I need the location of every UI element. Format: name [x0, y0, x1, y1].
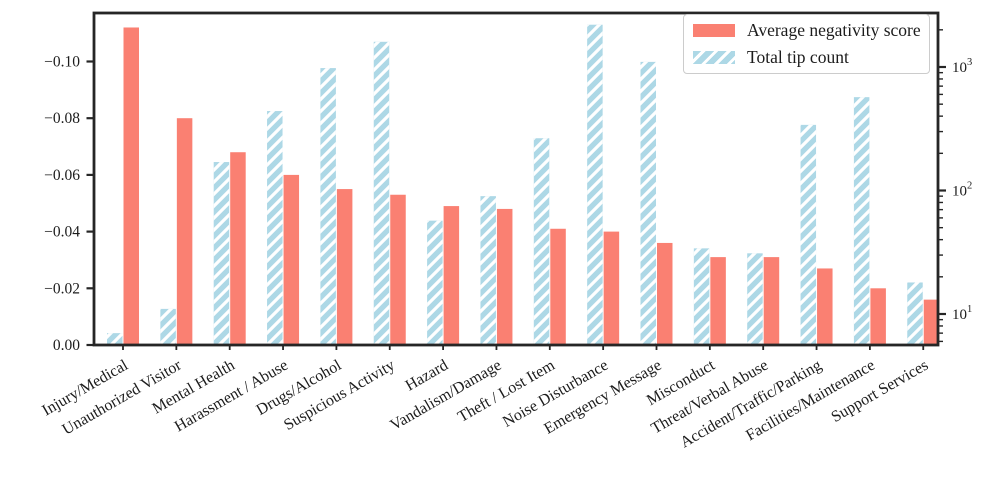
legend-label-tip-count: Total tip count [747, 46, 849, 67]
left-axis: 0.00 −0.02 −0.04 −0.06 −0.08 −0.10 [44, 54, 94, 354]
bar-tip-count-hatch [533, 138, 550, 345]
plot-border [92, 11, 940, 347]
left-tick-label: −0.10 [44, 54, 80, 71]
bar-negativity [923, 299, 940, 345]
bar-tip-count-hatch [213, 162, 230, 345]
bar-negativity [283, 174, 300, 345]
right-tick-label: 103 [952, 57, 972, 76]
left-tick-label: −0.08 [44, 110, 80, 127]
left-tick-label: −0.04 [44, 224, 80, 241]
bar-tip-count-hatch [907, 282, 923, 345]
bar-tip-count-hatch [320, 68, 336, 345]
bars-negativity [123, 27, 940, 345]
bar-tip-count-hatch [480, 196, 496, 345]
bar-tip-count-hatch [160, 308, 176, 345]
right-tick-label: 102 [952, 181, 972, 200]
legend: Average negativity score Total tip count [683, 14, 930, 74]
legend-item-avg-negativity: Average negativity score [693, 20, 921, 40]
bar-negativity [390, 194, 406, 345]
bar-negativity [710, 257, 726, 345]
left-tick-label: −0.06 [44, 167, 80, 184]
bar-tip-count-hatch [747, 253, 763, 345]
legend-label-negativity: Average negativity score [747, 20, 921, 40]
bar-tip-count-hatch [107, 333, 123, 345]
bar-negativity [817, 268, 833, 345]
bar-negativity [870, 288, 886, 345]
bar-negativity [763, 257, 780, 345]
bar-tip-count-hatch [587, 24, 603, 346]
bar-negativity [550, 228, 566, 345]
x-tick-label: Support Services [828, 357, 931, 426]
left-tick-label: 0.00 [53, 337, 80, 354]
bar-tip-count-hatch [373, 41, 390, 345]
right-tick-label: 101 [952, 304, 972, 323]
bar-negativity [496, 208, 513, 345]
legend-swatch-negativity [693, 24, 735, 38]
bar-negativity [657, 242, 673, 345]
bar-tip-count-hatch [427, 220, 443, 345]
bar-negativity [123, 27, 139, 345]
legend-swatch-tip-count [693, 50, 735, 64]
bar-tip-count-hatch [853, 97, 870, 346]
bar-negativity [603, 231, 620, 345]
bars-tip-count [107, 24, 923, 346]
bar-negativity [230, 152, 246, 345]
right-axis: 101 102 103 [938, 29, 972, 343]
bar-negativity [176, 118, 193, 345]
legend-item-tip-count: Total tip count [693, 46, 919, 67]
bar-tip-count-hatch [267, 111, 283, 345]
left-tick-label: −0.02 [44, 280, 80, 297]
bar-tip-count-hatch [693, 248, 710, 345]
bar-tip-count-hatch [800, 124, 817, 345]
bar-negativity [336, 189, 353, 345]
bar-negativity [443, 206, 460, 345]
bar-tip-count-hatch [640, 61, 656, 346]
